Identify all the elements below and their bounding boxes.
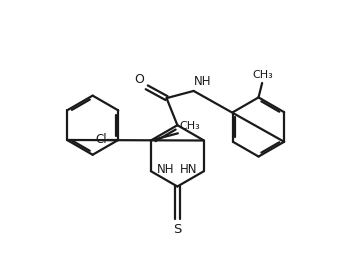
Text: O: O: [134, 73, 144, 85]
Text: S: S: [173, 223, 182, 236]
Text: CH₃: CH₃: [252, 70, 273, 80]
Text: NH: NH: [157, 163, 175, 176]
Text: NH: NH: [194, 75, 211, 88]
Text: HN: HN: [180, 163, 197, 176]
Text: Cl: Cl: [95, 134, 107, 146]
Text: CH₃: CH₃: [180, 122, 201, 131]
